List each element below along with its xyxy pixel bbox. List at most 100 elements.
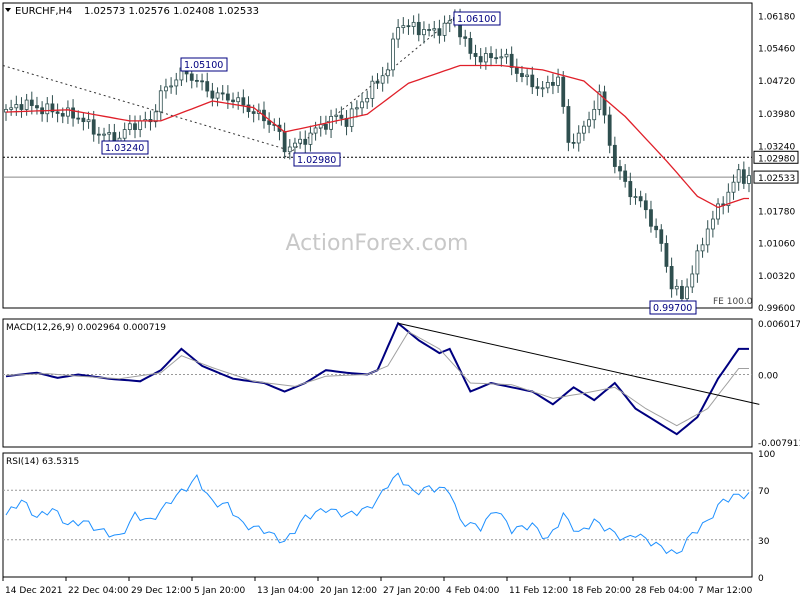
candle-body [241,97,246,106]
candle-body [127,123,132,131]
candle-body [303,138,308,145]
x-axis-tick-label: 22 Dec 04:00 [68,586,129,596]
candle-body [55,111,60,114]
candle-body [375,80,380,84]
candle-body [122,129,127,139]
candle-body [592,108,597,121]
candle-body [380,75,385,84]
macd-axis-tick: -0.007911 [758,439,800,449]
candle-body [422,29,426,36]
candle-body [50,103,55,113]
price-axis-tick: 1.04720 [758,77,795,87]
x-axis-tick-label: 4 Feb 04:00 [446,586,500,596]
candle-body [66,107,70,117]
candle-body [597,91,602,110]
candle-body [540,87,545,90]
rsi-axis-tick: 100 [758,450,775,460]
candle-body [633,196,638,199]
symbol-label: EURCHF,H4 [15,6,72,17]
candle-body [81,117,86,123]
candle-body [45,103,50,115]
candle-body [571,141,576,144]
candle-body [14,104,19,109]
candle-body [731,181,736,193]
candle-body [669,266,674,290]
candle-body [24,99,29,110]
candle-body [664,243,669,267]
macd-panel-frame [2,318,753,448]
price-annotation-label: 1.03240 [105,143,144,154]
candle-body [695,250,700,275]
price-axis-tick: 1.03240 [758,143,795,153]
macd-trendline [398,322,760,405]
candle-body [370,80,375,99]
candle-body [628,181,633,198]
candle-body [705,228,710,246]
dropdown-icon [5,8,11,12]
x-axis-tick-label: 11 Feb 12:00 [509,586,568,596]
candle-body [700,244,705,252]
candle-body [71,107,75,119]
x-axis-tick-label: 20 Jan 12:00 [320,586,377,596]
macd-title: MACD(12,26,9) 0.002964 0.000719 [6,323,166,333]
candle-body [210,90,215,99]
candle-body [29,99,34,106]
candle-body [251,111,256,114]
candle-body [623,170,628,182]
candle-body [649,209,653,227]
candle-body [220,92,225,95]
price-annotation-box [293,152,341,167]
price-panel-frame [2,2,753,309]
macd-axis-tick: 0.00 [758,371,778,381]
price-annotation-box [101,140,149,155]
candle-body [195,79,199,82]
rsi-panel-frame [2,452,753,578]
candle-body [164,86,168,92]
candle-body [308,132,313,145]
price-annotation-box [180,57,228,72]
candle-body [396,27,401,40]
candle-body [525,74,530,78]
candle-body [535,86,540,89]
macd-axis-tick: 0.006017 [758,320,800,330]
candle-body [690,273,695,288]
candle-body [607,114,612,146]
candle-body [489,53,493,59]
price-annotation-label: 1.06100 [457,14,496,25]
candle-body [643,200,648,211]
candle-body [581,125,586,134]
candle-body [138,120,143,130]
candle-body [514,67,519,74]
candle-body [659,229,664,244]
candle-body [153,111,158,123]
candle-body [360,101,364,109]
candle-body [411,21,416,27]
candle-body [612,144,617,167]
candle-body [401,25,406,28]
price-axis-tick: 1.02533 [758,174,795,184]
candle-body [35,105,39,109]
candle-body [334,114,339,117]
candle-body [19,104,24,110]
candle-body [509,53,514,68]
candle-body [282,131,287,153]
candle-body [385,69,390,77]
candle-body [60,113,65,117]
candle-body [267,120,272,125]
x-axis-tick-label: 18 Feb 20:00 [572,586,631,596]
candle-body [530,74,535,88]
candle-body [478,56,483,63]
price-annotation-box [649,300,697,315]
candle-body [9,107,14,110]
candle-body [427,29,431,31]
candle-body [499,56,504,59]
candle-body [442,22,447,36]
candle-body [561,76,566,107]
candle-body [587,119,591,127]
candle-body [545,82,550,89]
price-level-box [753,170,799,184]
candle-body [365,97,370,103]
rsi-axis-tick: 30 [758,537,770,547]
candle-body [313,127,318,134]
